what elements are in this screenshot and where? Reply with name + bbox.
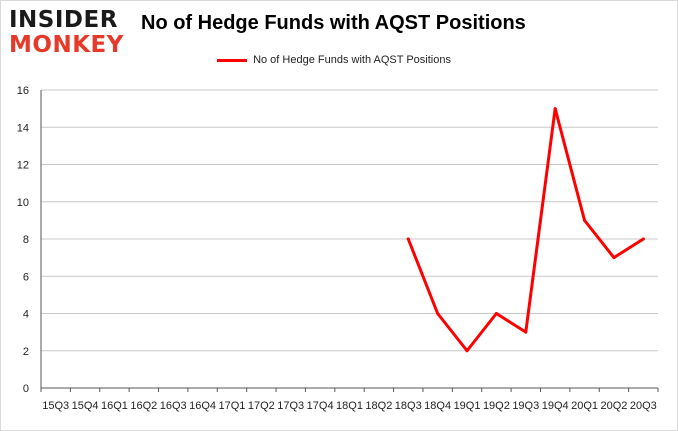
- x-tick-label: 16Q1: [101, 400, 128, 412]
- x-tick-label: 19Q3: [512, 400, 539, 412]
- y-tick-label: 16: [17, 85, 29, 97]
- data-point: [524, 330, 528, 334]
- x-tick-label: 17Q4: [307, 400, 334, 412]
- logo-text-insider: INSIDER: [9, 7, 118, 33]
- series-line: [406, 107, 645, 353]
- data-point: [612, 256, 616, 260]
- data-point: [465, 349, 469, 353]
- data-point: [553, 107, 557, 111]
- x-tick-label: 20Q2: [600, 400, 627, 412]
- logo-text-monkey: MONKEY: [9, 32, 124, 58]
- x-tick-label: 18Q1: [336, 400, 363, 412]
- x-tick-label: 15Q3: [42, 400, 69, 412]
- x-tick-label: 16Q3: [160, 400, 187, 412]
- x-tick-label: 16Q2: [130, 400, 157, 412]
- data-point: [436, 312, 440, 315]
- x-tick-label: 20Q3: [630, 400, 657, 412]
- x-tick-label: 16Q4: [189, 400, 216, 412]
- insider-monkey-logo: INSIDER MONKEY: [9, 7, 129, 58]
- x-tick-label: 19Q1: [454, 400, 481, 412]
- x-tick-label: 18Q2: [365, 400, 392, 412]
- data-point: [494, 312, 498, 315]
- x-tick-label: 19Q4: [542, 400, 569, 412]
- y-tick-label: 10: [17, 197, 29, 209]
- legend-line-swatch: [217, 58, 247, 62]
- y-tick-label: 8: [23, 234, 29, 246]
- data-point: [406, 237, 410, 241]
- data-point: [583, 218, 587, 222]
- y-tick-label: 12: [17, 160, 29, 172]
- x-tick-label: 15Q4: [72, 400, 99, 412]
- chart-legend: No of Hedge Funds with AQST Positions: [217, 54, 451, 70]
- chart-title: No of Hedge Funds with AQST Positions: [141, 12, 526, 34]
- legend-label: No of Hedge Funds with AQST Positions: [253, 54, 451, 67]
- y-tick-label: 4: [23, 309, 29, 321]
- x-tick-label: 17Q1: [219, 400, 246, 412]
- data-point: [641, 237, 645, 241]
- y-tick-label: 14: [17, 122, 29, 134]
- x-tick-label: 18Q4: [424, 400, 451, 412]
- y-tick-label: 0: [23, 383, 29, 395]
- y-tick-label: 2: [23, 346, 29, 358]
- x-tick-label: 17Q3: [277, 400, 304, 412]
- x-tick-label: 17Q2: [248, 400, 275, 412]
- x-tick-label: 19Q2: [483, 400, 510, 412]
- y-tick-label: 6: [23, 271, 29, 283]
- x-tick-label: 20Q1: [571, 400, 598, 412]
- x-tick-label: 18Q3: [395, 400, 422, 412]
